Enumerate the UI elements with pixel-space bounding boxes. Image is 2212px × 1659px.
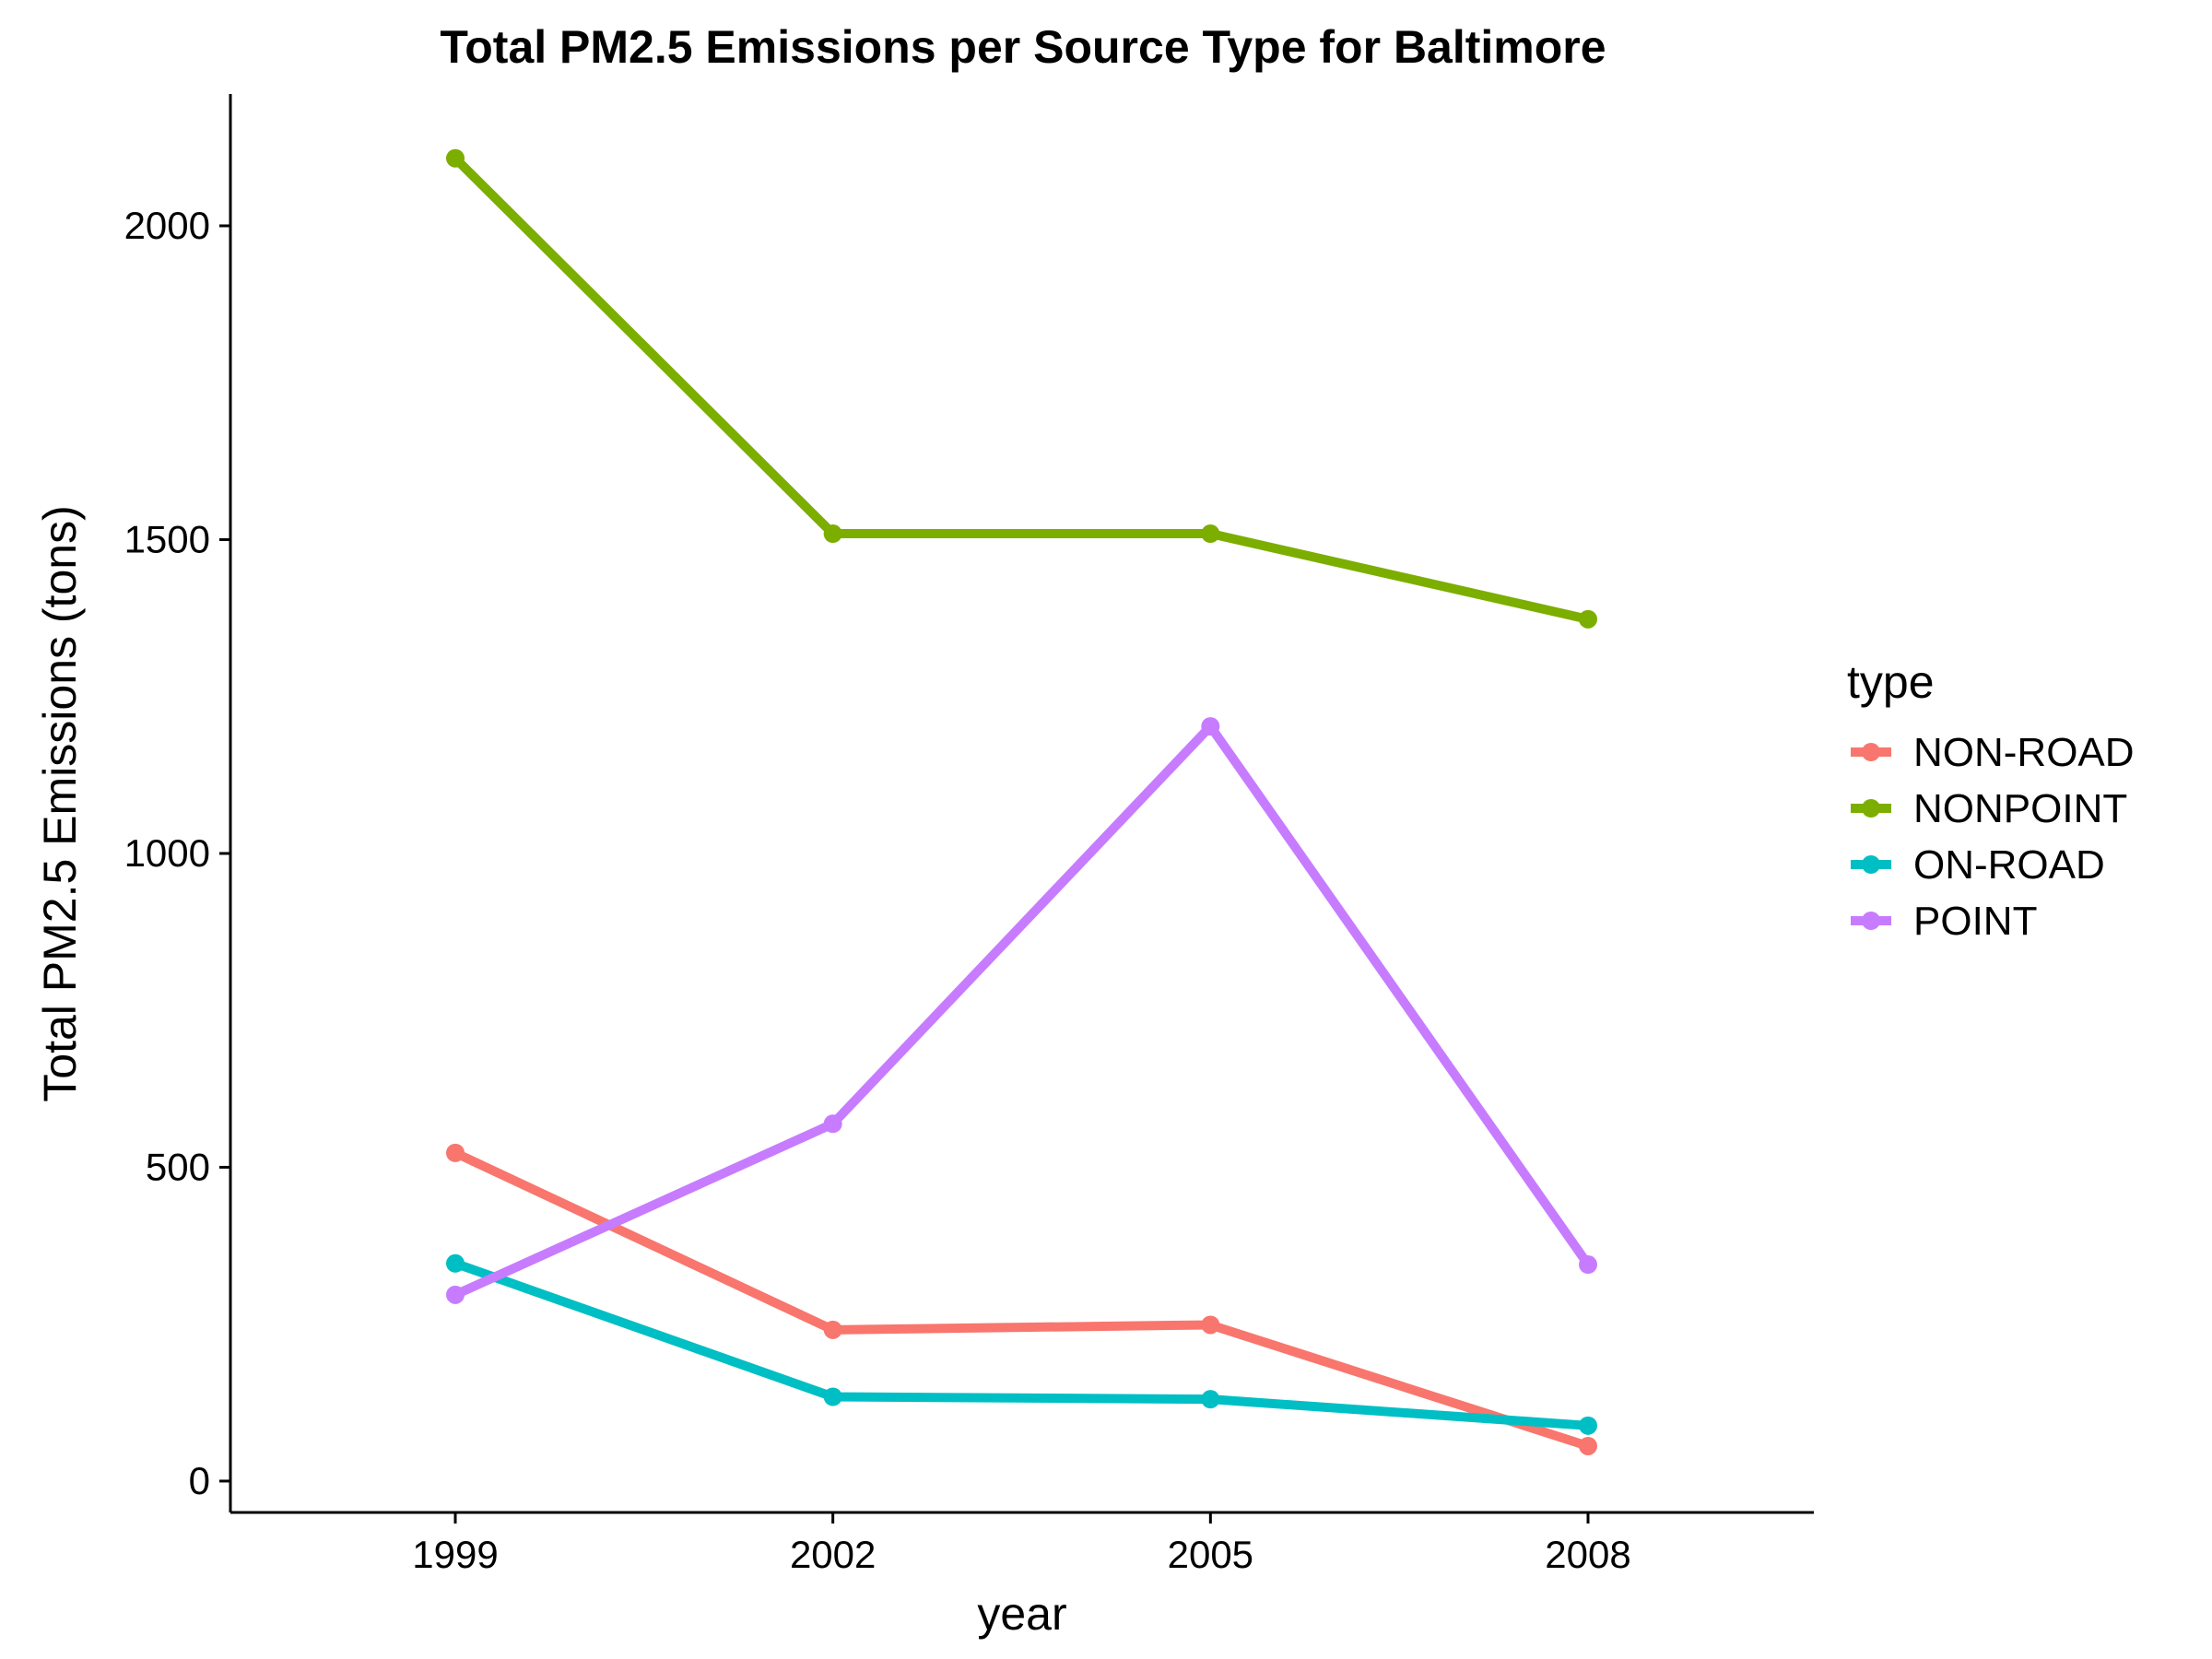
x-tick-label: 2002 — [790, 1533, 876, 1576]
legend-item: POINT — [1851, 899, 2037, 944]
data-point — [1579, 1416, 1597, 1435]
series-line — [452, 155, 1590, 624]
data-point — [1201, 1315, 1220, 1335]
legend-items: NON-ROAD NONPOINT ON-ROAD POINT — [1851, 730, 2135, 944]
chart-title: Total PM2.5 Emissions per Source Type fo… — [440, 21, 1606, 73]
y-tick-label: 0 — [189, 1459, 210, 1502]
data-point — [1579, 1436, 1597, 1455]
data-point — [446, 1285, 465, 1304]
y-tick-label: 2000 — [124, 204, 210, 247]
series-line — [453, 722, 1593, 1300]
legend-key-point — [1862, 855, 1880, 874]
legend-item: ON-ROAD — [1851, 842, 2105, 888]
y-axis-title: Total PM2.5 Emissions (tons) — [34, 505, 86, 1101]
legend-label: POINT — [1913, 899, 2037, 944]
series-point — [446, 717, 1597, 1304]
legend-item: NONPOINT — [1851, 786, 2127, 831]
y-tick-label: 1000 — [124, 831, 210, 875]
series-on-road — [446, 1253, 1597, 1435]
legend-label: ON-ROAD — [1913, 842, 2105, 888]
y-tick-label: 500 — [146, 1145, 210, 1188]
x-tick-label: 1999 — [412, 1533, 498, 1576]
series-layer — [446, 148, 1597, 1455]
y-tick-label: 1500 — [124, 517, 210, 560]
data-point — [1201, 524, 1220, 544]
legend-label: NONPOINT — [1913, 786, 2127, 831]
data-point — [823, 524, 842, 544]
data-point — [446, 1143, 465, 1162]
legend-title: type — [1847, 656, 1935, 708]
series-line — [453, 1259, 1589, 1430]
data-point — [446, 1253, 465, 1273]
series-nonpoint — [446, 148, 1597, 629]
y-axis-ticks: 0 500 1000 1500 2000 — [124, 204, 230, 1502]
data-point — [823, 1387, 842, 1406]
legend: type NON-ROAD NONPOINT ON-ROAD POINT — [1847, 656, 2135, 944]
series-non-road — [446, 1143, 1597, 1455]
data-point — [823, 1114, 842, 1134]
legend-key-point — [1862, 799, 1880, 818]
legend-item: NON-ROAD — [1851, 730, 2135, 775]
x-tick-label: 2008 — [1545, 1533, 1630, 1576]
legend-label: NON-ROAD — [1913, 730, 2135, 775]
x-axis-ticks: 1999 2002 2005 2008 — [412, 1512, 1631, 1576]
legend-key-point — [1862, 912, 1880, 930]
data-point — [1579, 1255, 1597, 1275]
data-point — [1201, 1390, 1220, 1409]
data-point — [446, 148, 465, 168]
data-point — [1579, 609, 1597, 629]
data-point — [1201, 717, 1220, 736]
series-line — [453, 1148, 1590, 1451]
data-point — [823, 1320, 842, 1339]
legend-key-point — [1862, 743, 1880, 761]
x-tick-label: 2005 — [1168, 1533, 1253, 1576]
x-axis-title: year — [977, 1588, 1066, 1640]
